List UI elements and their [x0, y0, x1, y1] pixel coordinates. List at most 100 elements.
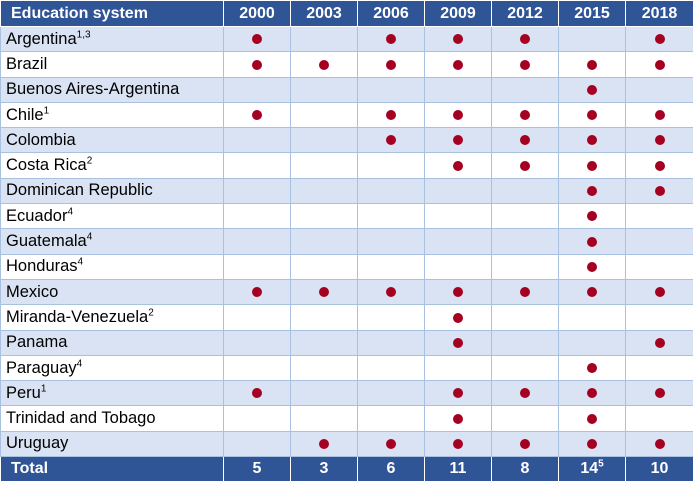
- total-value-cell: 3: [290, 456, 358, 482]
- participation-dot-icon: [654, 59, 665, 70]
- participation-dot-icon: [453, 160, 463, 171]
- participation-cell: [424, 430, 492, 458]
- participation-cell: [558, 278, 626, 306]
- table-row: Mexico: [0, 278, 693, 306]
- participation-cell: [625, 152, 693, 179]
- participation-cell: [558, 127, 626, 154]
- participation-cell: [424, 228, 492, 255]
- participation-dot-icon: [520, 34, 530, 45]
- country-name-cell: Uruguay: [0, 430, 224, 458]
- footnote-marker: 2: [148, 307, 154, 319]
- footnote-marker: 1: [43, 105, 50, 117]
- participation-cell: [424, 76, 492, 103]
- country-name: Dominican Republic: [6, 181, 153, 200]
- participation-dot-icon: [453, 439, 463, 450]
- country-name: Peru: [6, 383, 41, 402]
- participation-cell: [290, 354, 358, 382]
- participation-dot-icon: [252, 59, 262, 70]
- participation-cell: [223, 253, 291, 280]
- participation-cell: [625, 127, 693, 154]
- participation-cell: [357, 354, 425, 382]
- participation-dot-icon: [252, 34, 262, 45]
- participation-dot-icon: [252, 287, 262, 298]
- total-value: 6: [386, 460, 396, 478]
- table-row: Peru1: [0, 380, 693, 407]
- participation-cell: [290, 380, 358, 407]
- participation-cell: [625, 228, 693, 255]
- participation-cell: [558, 228, 626, 255]
- table-row: Argentina1,3: [0, 25, 693, 53]
- participation-cell: [625, 51, 693, 78]
- header-year: 2018: [625, 0, 693, 27]
- header-year: 2015: [558, 0, 626, 27]
- participation-cell: [491, 278, 559, 306]
- participation-dot-icon: [386, 439, 396, 450]
- participation-dot-icon: [587, 261, 597, 272]
- participation-dot-icon: [520, 135, 530, 146]
- table-footer: Total 5 3 6 11 8 145 10: [0, 456, 693, 482]
- participation-cell: [223, 228, 291, 255]
- footnote-marker: 2: [86, 155, 93, 167]
- country-name-cell: Ecuador4: [0, 203, 224, 230]
- participation-dot-icon: [587, 439, 597, 450]
- participation-cell: [558, 304, 626, 331]
- country-name-cell: Mexico: [0, 278, 224, 306]
- participation-cell: [424, 101, 492, 129]
- country-name: Mexico: [6, 282, 59, 301]
- participation-cell: [625, 253, 693, 280]
- table-row: Miranda-Venezuela2: [0, 304, 693, 331]
- participation-cell: [491, 329, 559, 356]
- participation-cell: [223, 329, 291, 356]
- participation-dot-icon: [520, 287, 530, 298]
- table-row: Brazil: [0, 51, 693, 78]
- participation-cell: [357, 203, 425, 230]
- participation-cell: [290, 177, 358, 205]
- participation-dot-icon: [453, 413, 463, 424]
- participation-cell: [625, 304, 693, 331]
- participation-cell: [558, 25, 626, 53]
- header-year: 2009: [424, 0, 492, 27]
- participation-cell: [223, 203, 291, 230]
- participation-dot-icon: [587, 186, 597, 197]
- participation-dot-icon: [587, 160, 597, 171]
- participation-cell: [357, 76, 425, 103]
- participation-cell: [223, 51, 291, 78]
- participation-cell: [357, 430, 425, 458]
- participation-cell: [424, 329, 492, 356]
- table-row: Dominican Republic: [0, 177, 693, 205]
- participation-cell: [558, 177, 626, 205]
- participation-cell: [424, 253, 492, 280]
- total-value: 5: [252, 460, 262, 478]
- participation-cell: [357, 127, 425, 154]
- participation-dot-icon: [453, 287, 463, 298]
- participation-cell: [491, 101, 559, 129]
- participation-cell: [290, 25, 358, 53]
- participation-dot-icon: [319, 439, 329, 450]
- country-name-cell: Dominican Republic: [0, 177, 224, 205]
- participation-cell: [491, 76, 559, 103]
- participation-cell: [491, 304, 559, 331]
- participation-cell: [625, 76, 693, 103]
- participation-dot-icon: [587, 388, 597, 399]
- participation-dot-icon: [654, 110, 665, 121]
- total-row: Total 5 3 6 11 8 145 10: [0, 456, 693, 482]
- participation-cell: [357, 25, 425, 53]
- participation-cell: [491, 354, 559, 382]
- total-label: Total: [0, 456, 224, 482]
- participation-dot-icon: [587, 236, 597, 247]
- participation-cell: [290, 152, 358, 179]
- country-name-cell: Peru1: [0, 380, 224, 407]
- participation-cell: [558, 152, 626, 179]
- participation-cell: [558, 430, 626, 458]
- participation-cell: [357, 228, 425, 255]
- participation-cell: [290, 304, 358, 331]
- participation-cell: [558, 76, 626, 103]
- participation-cell: [491, 253, 559, 280]
- participation-cell: [290, 430, 358, 458]
- participation-dot-icon: [654, 337, 665, 348]
- participation-dot-icon: [386, 34, 396, 45]
- participation-cell: [223, 278, 291, 306]
- participation-cell: [424, 51, 492, 78]
- participation-cell: [625, 203, 693, 230]
- participation-cell: [290, 228, 358, 255]
